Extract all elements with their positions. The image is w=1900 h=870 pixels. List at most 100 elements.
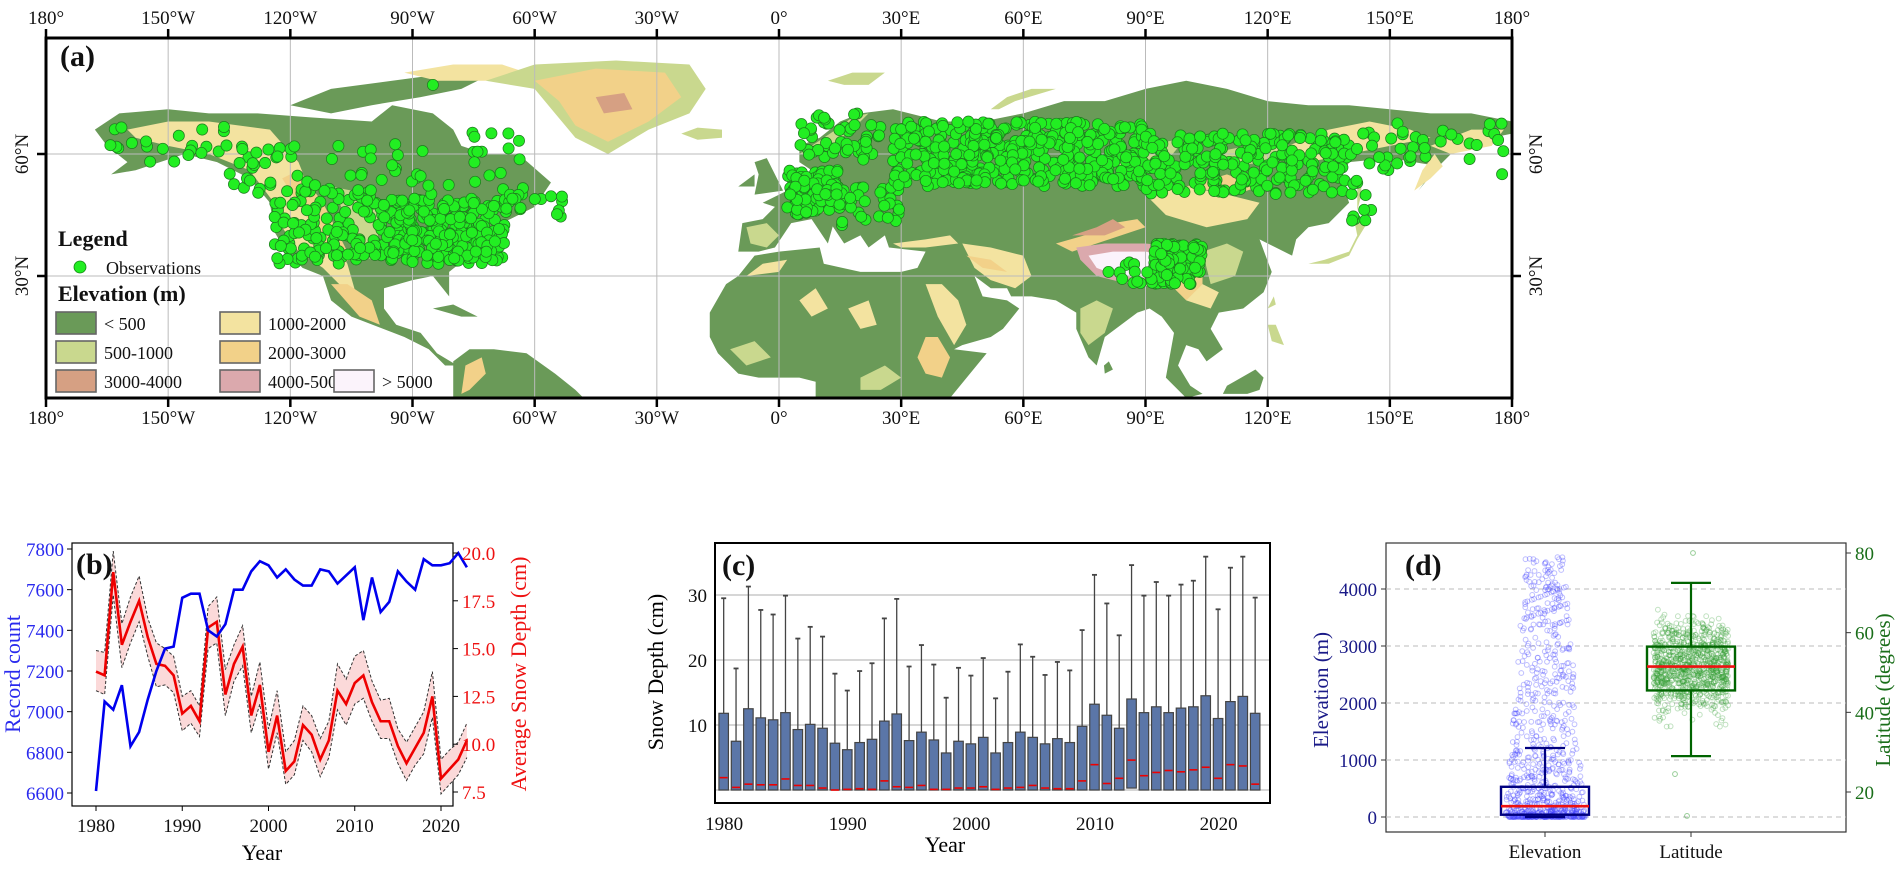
elevation-class-label: 2000-3000 (268, 343, 346, 363)
panel-c-ytick: 20 (688, 651, 707, 672)
lat-tick-label-left: 60°N (12, 134, 33, 175)
lon-tick-label-top: 90°W (390, 8, 435, 29)
lon-tick-label-bottom: 30°W (635, 408, 680, 429)
elevation-class-label: 4000-5000 (268, 372, 346, 392)
lon-tick-label-top: 60°W (512, 8, 557, 29)
panel-d-ylabel-left: Elevation (m) (1309, 632, 1333, 748)
panel-b-xtick: 1990 (163, 816, 201, 837)
panel-d-ytick-left: 0 (1368, 808, 1378, 829)
year-box (829, 672, 841, 791)
year-box (1076, 629, 1088, 791)
lon-tick-label-bottom: 60°E (1004, 408, 1042, 429)
panel-b-line-chart: 1980 1990 2000 2010 2020 6600 6800 7000 7200 7400… (0, 540, 531, 865)
panel-c-ytick: 10 (688, 716, 707, 737)
elevation-class-label: > 5000 (382, 372, 433, 392)
panel-c-xtick: 2010 (1076, 814, 1114, 835)
panel-d-category-label: Latitude (1659, 842, 1722, 863)
legend-elevation-title: Elevation (m) (58, 281, 186, 306)
elevation-swatch (55, 340, 97, 364)
panel-c-ylabel: Snow Depth (cm) (643, 594, 668, 750)
year-box (1163, 594, 1174, 791)
year-box (792, 637, 804, 791)
panel-b-xtick: 2020 (422, 816, 460, 837)
lat-tick-label-right: 60°N (1526, 134, 1547, 175)
panel-b-ytick-left: 7400 (26, 621, 64, 642)
lower-bound-line (95, 595, 468, 796)
year-box (730, 667, 742, 791)
panel-d-ytick-right: 60 (1855, 624, 1874, 645)
year-box (1101, 602, 1113, 791)
year-box (1126, 564, 1137, 789)
lon-tick-label-bottom: 90°W (390, 408, 435, 429)
observation-marker-icon (73, 260, 87, 274)
lon-tick-label-bottom: 30°E (882, 408, 920, 429)
panel-c-xtick: 2000 (952, 814, 990, 835)
panel-c-ytick: 30 (688, 586, 707, 607)
lon-tick-label-bottom: 120°W (263, 408, 317, 429)
lon-tick-label-bottom: 150°E (1366, 408, 1414, 429)
line-series (94, 550, 469, 796)
record-count-line (94, 550, 468, 792)
panel-label-b: (b) (76, 548, 113, 581)
panel-b-ytick-right: 15.0 (462, 640, 495, 661)
year-box (841, 689, 853, 791)
lon-tick-label-top: 150°E (1366, 8, 1414, 29)
year-box (1212, 608, 1224, 791)
panel-c-xlabel: Year (925, 832, 966, 857)
panel-b-xtick: 1980 (77, 816, 115, 837)
map-axis-ticks: 180° 180° 150°W 150°W 120°W 120°W 90°W 90°W 60°W… (12, 8, 1547, 429)
elevation-swatch (55, 311, 97, 335)
year-box (1014, 643, 1026, 791)
year-box (755, 609, 767, 791)
panel-b-xtick: 2000 (250, 816, 288, 837)
panel-b-xlabel: Year (242, 840, 283, 865)
panel-b-ylabel-right: Average Snow Depth (cm) (506, 557, 531, 792)
upper-bound-line (95, 551, 468, 761)
panel-label-d: (d) (1405, 549, 1442, 582)
elevation-swatch (219, 311, 261, 335)
legend-observations-label: Observations (106, 258, 201, 278)
elevation-class-label: 1000-2000 (268, 314, 346, 334)
year-box (965, 674, 977, 791)
year-box (866, 662, 878, 791)
panel-label-a: (a) (60, 40, 95, 73)
panel-d-ytick-right: 80 (1855, 544, 1874, 565)
panel-b-ytick-right: 7.5 (462, 783, 486, 804)
year-box (891, 598, 903, 791)
year-box (990, 697, 1001, 791)
lon-tick-label-top: 30°E (882, 8, 920, 29)
year-box (817, 635, 828, 791)
panel-c-xtick: 1990 (829, 814, 867, 835)
year-box (879, 617, 890, 791)
lon-tick-label-bottom: 0° (770, 408, 787, 429)
year-box (804, 625, 816, 791)
elevation-legend-swatches: < 500 1000-2000 500-1000 2000-3000 3000-4000… (55, 311, 433, 393)
year-box (1237, 555, 1249, 791)
elevation-swatch (219, 369, 261, 393)
lon-tick-label-bottom: 180° (1494, 408, 1530, 429)
lon-tick-label-top: 150°W (141, 8, 195, 29)
elevation-swatch (333, 369, 375, 393)
lat-tick-label-left: 30°N (12, 256, 33, 297)
lon-tick-label-bottom: 60°W (512, 408, 557, 429)
year-box (928, 663, 940, 791)
elevation-class-label: 500-1000 (104, 343, 173, 363)
panel-d-ytick-left: 2000 (1339, 694, 1377, 715)
elevation-class-label: < 500 (104, 314, 146, 334)
panel-d-ytick-left: 3000 (1339, 637, 1377, 658)
panel-b-ytick-right: 12.5 (462, 687, 495, 708)
panel-d-category-label: Elevation (1509, 842, 1582, 863)
year-box (718, 597, 730, 791)
year-box (1039, 674, 1051, 791)
panel-c-axes: 1980 1990 2000 2010 2020 10 20 30 (688, 586, 1238, 835)
year-box (1200, 555, 1212, 791)
panel-d-ytick-right: 40 (1855, 703, 1874, 724)
year-box (903, 665, 915, 791)
legend-title: Legend (58, 226, 128, 251)
summary-boxes (1499, 581, 1737, 819)
panel-b-ytick-left: 6600 (26, 784, 64, 805)
panel-d-axes: 0 1000 2000 3000 4000 20 40 60 80 Elevation Latitu… (1339, 544, 1874, 863)
lon-tick-label-bottom: 150°W (141, 408, 195, 429)
panel-b-axes: 1980 1990 2000 2010 2020 6600 6800 7000 7200 7400… (26, 540, 495, 837)
